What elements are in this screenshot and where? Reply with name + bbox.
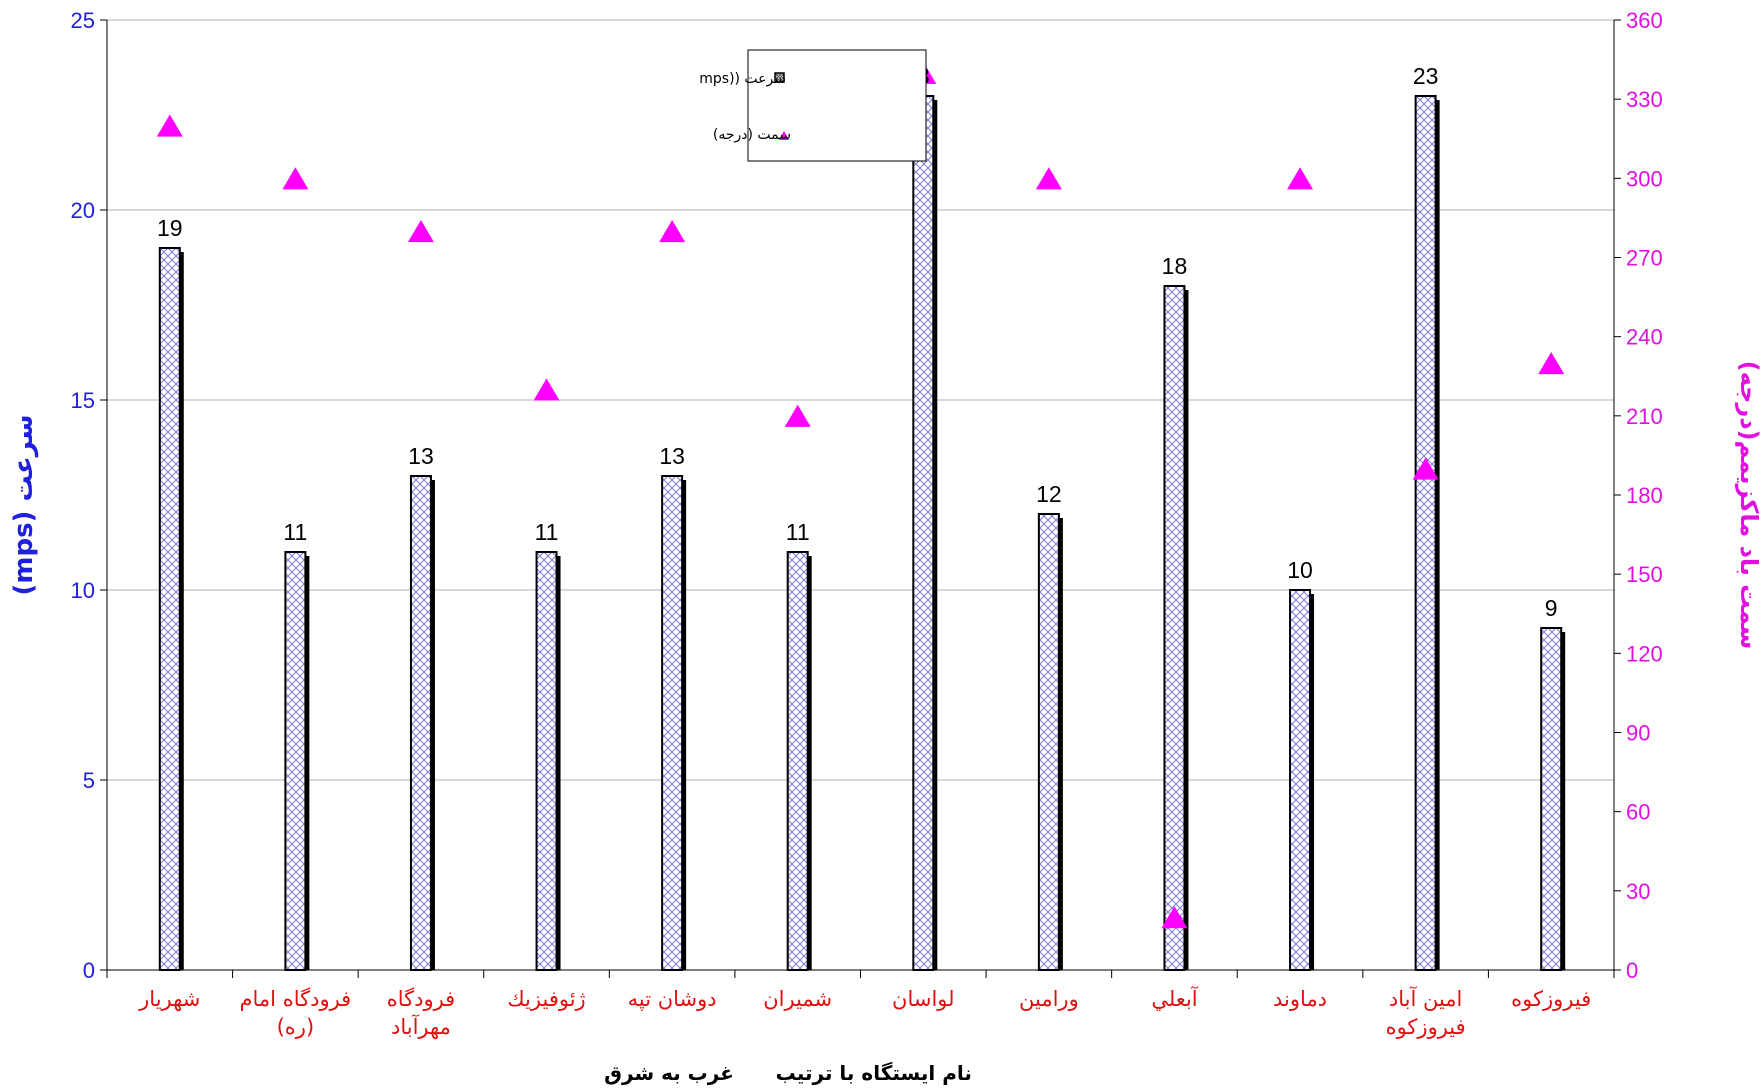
- speed-bar: [535, 551, 558, 971]
- speed-bar: [284, 551, 307, 971]
- y-right-tick-label: 60: [1626, 800, 1650, 825]
- speed-bar: [912, 95, 935, 971]
- y-right-tick-label: 180: [1626, 483, 1663, 508]
- y-right-tick-label: 330: [1626, 87, 1663, 112]
- direction-marker: [784, 404, 811, 427]
- bar-value-label: 18: [1162, 253, 1188, 279]
- y-right-tick-label: 240: [1626, 325, 1663, 350]
- direction-marker: [1161, 906, 1188, 929]
- y-left-tick-label: 15: [71, 388, 95, 413]
- y-right-tick-label: 30: [1626, 879, 1650, 904]
- x-category-label: شهريار: [138, 987, 200, 1011]
- x-axis-label: نام ايستگاه با ترتيب غرب به شرق: [604, 1061, 972, 1085]
- speed-bar: [1037, 513, 1060, 971]
- speed-bars: [158, 95, 1566, 971]
- bar-value-label: 10: [1287, 557, 1313, 583]
- speed-bar: [661, 475, 684, 971]
- direction-marker: [1538, 352, 1565, 375]
- labels: 0 5 10 15 20 25 0 30 60 90 120 150 180 210 240 270 300 33…: [71, 8, 1663, 1039]
- legend: سرعت ((mps سمت (درجه): [699, 49, 927, 162]
- axes: [100, 19, 1621, 978]
- speed-bar: [1540, 627, 1563, 971]
- x-category-label: (ره): [277, 1015, 315, 1039]
- x-category-label: ورامين: [1019, 987, 1079, 1011]
- direction-marker: [156, 114, 183, 137]
- direction-markers: [156, 61, 1565, 929]
- speed-bar: [409, 475, 432, 971]
- legend-bar-swatch: [774, 72, 785, 83]
- x-category-label: مهرآباد: [391, 1014, 451, 1039]
- direction-marker: [1412, 457, 1439, 480]
- speed-bar: [1163, 285, 1186, 971]
- speed-bar: [158, 247, 181, 971]
- legend-speed-label: سرعت ((mps: [699, 71, 786, 87]
- legend-box: [747, 49, 927, 162]
- direction-marker: [407, 220, 434, 243]
- speed-bar: [1414, 95, 1437, 971]
- bar-value-label: 11: [786, 519, 810, 545]
- x-category-label: ژئوفيزيك: [507, 987, 585, 1011]
- x-category-label: فرودگاه امام: [240, 987, 352, 1011]
- direction-marker: [533, 378, 560, 401]
- y-left-tick-label: 10: [71, 578, 95, 603]
- bar-value-label: 11: [283, 519, 307, 545]
- bar-value-label: 9: [1545, 595, 1558, 621]
- x-category-label: آبعلي: [1151, 986, 1198, 1011]
- y-right-tick-label: 360: [1626, 8, 1663, 33]
- x-category-label: فرودگاه: [387, 987, 456, 1011]
- legend-direction-label: سمت (درجه): [713, 127, 791, 143]
- y-right-tick-label: 0: [1626, 958, 1638, 983]
- y-right-tick-label: 150: [1626, 562, 1663, 587]
- x-category-label: امين آباد: [1389, 986, 1463, 1011]
- direction-marker: [1035, 167, 1062, 190]
- direction-marker: [282, 167, 309, 190]
- bar-value-label: 13: [408, 443, 434, 469]
- speed-bar: [786, 551, 809, 971]
- y-left-tick-label: 25: [71, 8, 95, 33]
- bar-value-label: 23: [1413, 63, 1439, 89]
- bar-value-label: 13: [659, 443, 685, 469]
- y-left-tick-label: 20: [71, 198, 95, 223]
- speed-bar: [1289, 589, 1312, 971]
- x-category-label: دوشان تپه: [628, 987, 717, 1011]
- x-category-label: شميران: [763, 987, 832, 1011]
- y-right-tick-label: 210: [1626, 404, 1663, 429]
- y-right-tick-label: 90: [1626, 721, 1650, 746]
- gridlines: [107, 19, 1614, 781]
- y-axis-right-label: سمت باد ماكزيمم(درجه): [1735, 361, 1761, 650]
- y-right-tick-label: 300: [1626, 166, 1663, 191]
- y-left-tick-label: 5: [83, 768, 95, 793]
- x-category-label: فيروزكوه: [1511, 987, 1591, 1011]
- bar-value-label: 11: [535, 519, 559, 545]
- bar-value-label: 12: [1036, 481, 1062, 507]
- x-category-label: فيروزكوه: [1386, 1015, 1466, 1039]
- direction-marker: [1287, 167, 1314, 190]
- x-category-label: دماوند: [1273, 987, 1327, 1011]
- y-right-tick-label: 270: [1626, 246, 1663, 271]
- y-left-tick-label: 0: [83, 958, 95, 983]
- y-axis-left-label: سرعت (mps): [9, 414, 39, 595]
- direction-marker: [659, 220, 686, 243]
- x-category-label: لواسان: [892, 987, 955, 1011]
- legend-triangle-swatch: [779, 131, 789, 140]
- bar-value-label: 19: [157, 215, 183, 241]
- y-right-tick-label: 120: [1626, 641, 1663, 666]
